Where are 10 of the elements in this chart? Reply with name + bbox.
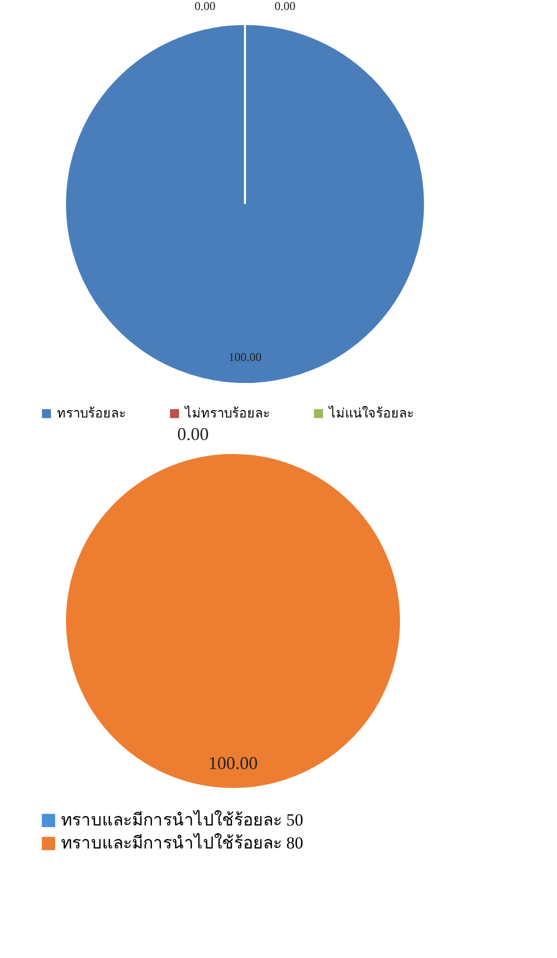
data-label: 100.00 bbox=[208, 752, 258, 773]
legend-label: ไม่ทราบร้อยละ bbox=[184, 406, 270, 421]
text: 0.00 bbox=[274, 0, 296, 13]
legend-label: ไม่แน่ใจร้อยละ bbox=[328, 406, 414, 421]
text: 0.00 bbox=[177, 424, 209, 444]
text: 0.00 bbox=[194, 0, 216, 13]
legend-label: ทราบและมีการนำไปใช้ร้อยละ 80 bbox=[61, 832, 304, 852]
legend-label: ทราบและมีการนำไปใช้ร้อยละ 50 bbox=[61, 810, 304, 830]
data-label: 100.00 bbox=[228, 350, 262, 364]
legend-label: ทราบร้อยละ bbox=[57, 406, 126, 421]
